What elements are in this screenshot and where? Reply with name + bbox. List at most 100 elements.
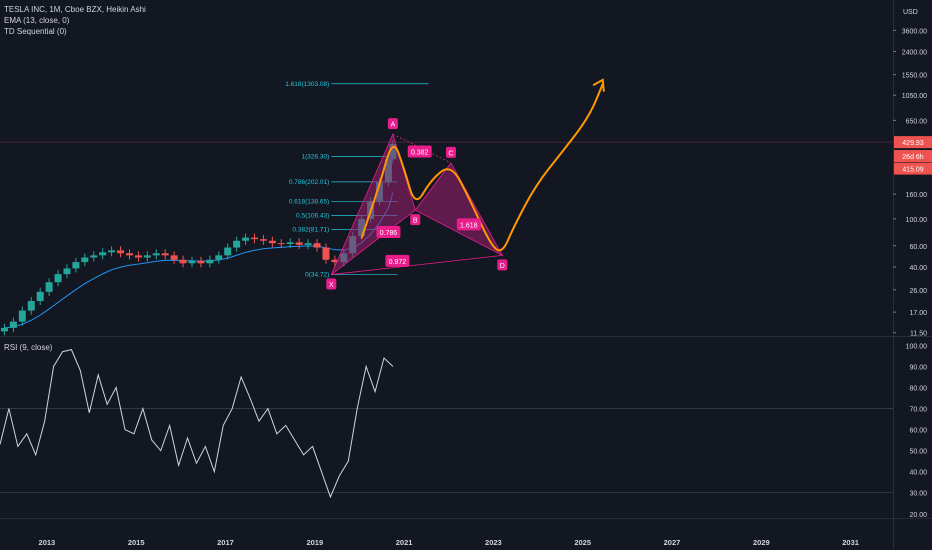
rsi-line[interactable]	[0, 349, 394, 499]
time-tick-label: 2031	[842, 538, 859, 547]
candle-body[interactable]	[188, 260, 196, 264]
ratio-label: 1.618	[460, 222, 478, 229]
harmonic-point-badge[interactable]	[410, 214, 421, 226]
candle-body[interactable]	[63, 268, 71, 275]
candle-body[interactable]	[170, 255, 178, 260]
candle-body[interactable]	[259, 239, 267, 241]
time-tick-label: 2023	[485, 538, 502, 547]
harmonic-point-label: B	[413, 218, 418, 225]
candle-body[interactable]	[9, 321, 17, 328]
candle-body[interactable]	[0, 327, 8, 332]
price-tick-label: 60.00	[909, 244, 927, 251]
harmonic-point-label: A	[391, 122, 396, 129]
price-tick-label: 2400.00	[902, 50, 927, 57]
ratio-badge[interactable]	[376, 225, 401, 238]
harmonic-bcd-triangle[interactable]	[414, 162, 504, 257]
time-tick-label: 2021	[396, 538, 413, 547]
rsi-tick-label: 60.00	[909, 428, 927, 435]
rsi-tick-label: 90.00	[909, 364, 927, 371]
candle-body[interactable]	[233, 240, 241, 248]
price-tag	[894, 162, 932, 175]
ratio-badge[interactable]	[407, 145, 432, 158]
candle-body[interactable]	[304, 243, 312, 245]
candle-body[interactable]	[108, 250, 116, 253]
price-tick-label: 17.00	[909, 310, 927, 317]
projection-path[interactable]	[360, 82, 604, 252]
time-tick-label: 2027	[664, 538, 681, 547]
candle-body[interactable]	[331, 259, 339, 263]
harmonic-point-badge[interactable]	[445, 146, 456, 158]
harmonic-point-badge[interactable]	[387, 118, 398, 130]
price-tick-label: 160.00	[906, 192, 928, 199]
rsi-tick-label: 100.00	[906, 343, 928, 350]
time-tick-label: 2015	[128, 538, 145, 547]
price-tick-label: 11.50	[910, 331, 927, 338]
td-sequential-label[interactable]: TD Sequential (0)	[4, 27, 67, 36]
harmonic-xd-line	[331, 254, 503, 275]
candle-body[interactable]	[152, 253, 160, 256]
fib-level-label: 1.618(1303.08)	[285, 81, 329, 88]
candle-body[interactable]	[36, 291, 44, 302]
candle-body[interactable]	[72, 262, 80, 269]
candle-body[interactable]	[179, 259, 187, 264]
candle-body[interactable]	[295, 242, 303, 245]
ema-indicator-label[interactable]: EMA (13, close, 0)	[4, 16, 70, 25]
price-tag-label: 429.93	[902, 140, 924, 147]
candle-body[interactable]	[313, 243, 321, 248]
harmonic-point-label: X	[329, 282, 334, 289]
candle-body[interactable]	[268, 240, 276, 244]
fib-level-label: 0.5(106.43)	[296, 213, 329, 220]
candle-body[interactable]	[286, 242, 294, 245]
rsi-tick-label: 70.00	[909, 407, 927, 414]
candle-body[interactable]	[197, 260, 205, 264]
candle-body[interactable]	[125, 253, 133, 256]
fib-level-label: 0.382(81.71)	[292, 227, 329, 234]
candle-body[interactable]	[117, 250, 125, 254]
price-tick-label: 3600.00	[902, 28, 927, 35]
rsi-label[interactable]: RSI (9, close)	[4, 343, 53, 352]
candle-body[interactable]	[251, 237, 259, 240]
candle-body[interactable]	[277, 243, 285, 245]
fib-level-label: 0(34.72)	[305, 272, 329, 279]
candle-body[interactable]	[143, 255, 151, 258]
currency-label: USD	[903, 9, 918, 16]
ratio-badge[interactable]	[385, 254, 410, 267]
candle-body[interactable]	[322, 247, 330, 260]
main-price-pane[interactable]: 1.618(1303.08) 1(326.30) 0.786(202.01) 0.61…	[0, 78, 893, 336]
rsi-pane[interactable]	[0, 349, 394, 499]
time-tick-label: 2017	[217, 538, 234, 547]
candle-body[interactable]	[215, 255, 223, 260]
harmonic-point-label: C	[448, 150, 453, 157]
time-tick-label: 2025	[574, 538, 591, 547]
rsi-tick-label: 50.00	[909, 449, 927, 456]
candle-body[interactable]	[27, 301, 35, 311]
harmonic-point-badge[interactable]	[497, 259, 508, 271]
candle-body[interactable]	[45, 282, 53, 292]
symbol-title[interactable]: TESLA INC, 1M, Cboe BZX, Heikin Ashi	[4, 5, 146, 14]
price-tick-label: 1050.00	[902, 93, 927, 100]
rsi-legend: RSI (9, close)	[4, 342, 52, 353]
time-tick-label: 2019	[306, 538, 323, 547]
candle-body[interactable]	[90, 255, 98, 258]
fib-level-label: 0.618(138.65)	[289, 199, 329, 206]
candle-body[interactable]	[54, 274, 62, 283]
candle-body[interactable]	[134, 255, 142, 258]
ratio-label: 0.382	[411, 149, 429, 156]
candle-body[interactable]	[224, 247, 232, 256]
rsi-tick-label: 80.00	[909, 386, 927, 393]
candle-body[interactable]	[161, 253, 169, 256]
candle-body[interactable]	[81, 257, 89, 263]
rsi-tick-label: 30.00	[909, 491, 927, 498]
time-tick-label: 2013	[39, 538, 56, 547]
candle-body[interactable]	[18, 310, 26, 322]
candle-body[interactable]	[206, 259, 214, 264]
price-tag-label: 26d 6h	[902, 154, 924, 161]
harmonic-point-badge[interactable]	[326, 278, 337, 290]
harmonic-point-label: D	[500, 263, 505, 270]
candle-body[interactable]	[242, 237, 250, 241]
ratio-badge[interactable]	[456, 218, 481, 231]
candle-body[interactable]	[99, 252, 107, 256]
